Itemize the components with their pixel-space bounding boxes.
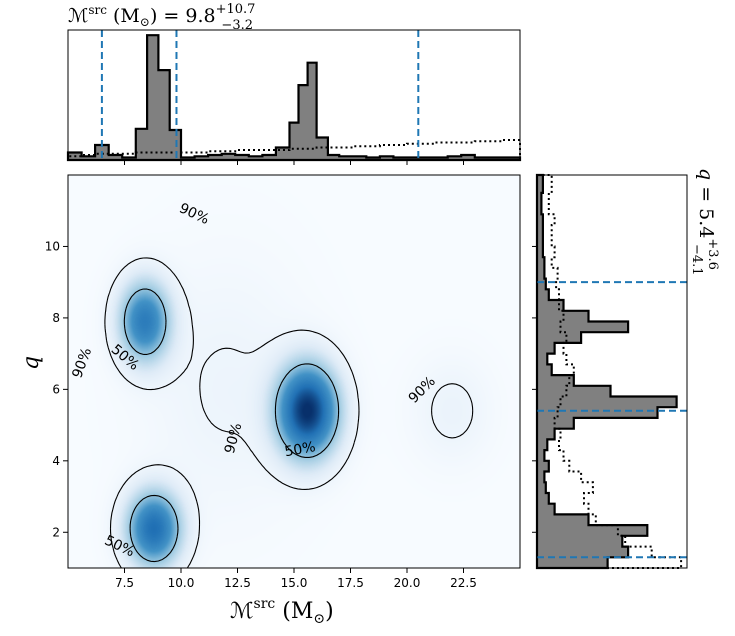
x-tick-label: 15.0 — [281, 576, 308, 590]
right-prior-histogram — [537, 174, 683, 569]
contour-50 — [123, 288, 340, 563]
x-tick-label: 10.0 — [168, 576, 195, 590]
y-tick-label: 4 — [52, 454, 60, 468]
y-tick-label: 8 — [52, 311, 60, 325]
top-histogram — [66, 34, 522, 162]
y-tick-label: 10 — [45, 239, 60, 253]
right-title: q = 5.4+3.6−4.1 — [689, 168, 720, 276]
x-axis-label: ℳsrc (M⊙) — [230, 596, 334, 627]
right-frame — [536, 174, 688, 569]
contour-label: 90% — [222, 421, 246, 455]
y-tick-label: 2 — [52, 525, 60, 539]
contour-label: 50% — [283, 439, 316, 460]
contour-lines — [104, 257, 474, 569]
contour-90 — [104, 257, 474, 569]
x-tick-label: 17.5 — [337, 576, 364, 590]
top-title: ℳsrc (M⊙) = 9.8+10.7 −3.2 — [68, 2, 255, 33]
y-tick-label: 6 — [52, 382, 60, 396]
x-tick-label: 12.5 — [224, 576, 251, 590]
density-heatmap — [68, 175, 520, 568]
top-prior-histogram — [67, 139, 521, 160]
x-ticks: 7.5 10.0 12.5 15.0 17.5 20.0 22.5 — [115, 568, 477, 590]
top-marginal-panel — [66, 29, 522, 165]
right-marginal-panel — [532, 173, 688, 570]
x-tick-label: 22.5 — [450, 576, 477, 590]
x-tick-label: 20.0 — [394, 576, 421, 590]
y-ticks: 2 4 6 8 10 — [45, 239, 68, 539]
y-axis-label: q — [19, 356, 44, 370]
x-tick-label: 7.5 — [115, 576, 134, 590]
joint-density-panel: 90%90% 50%90% 50%90%50% 7.5 10.0 12.5 15.0 17.… — [45, 174, 521, 590]
right-histogram — [535, 173, 678, 570]
